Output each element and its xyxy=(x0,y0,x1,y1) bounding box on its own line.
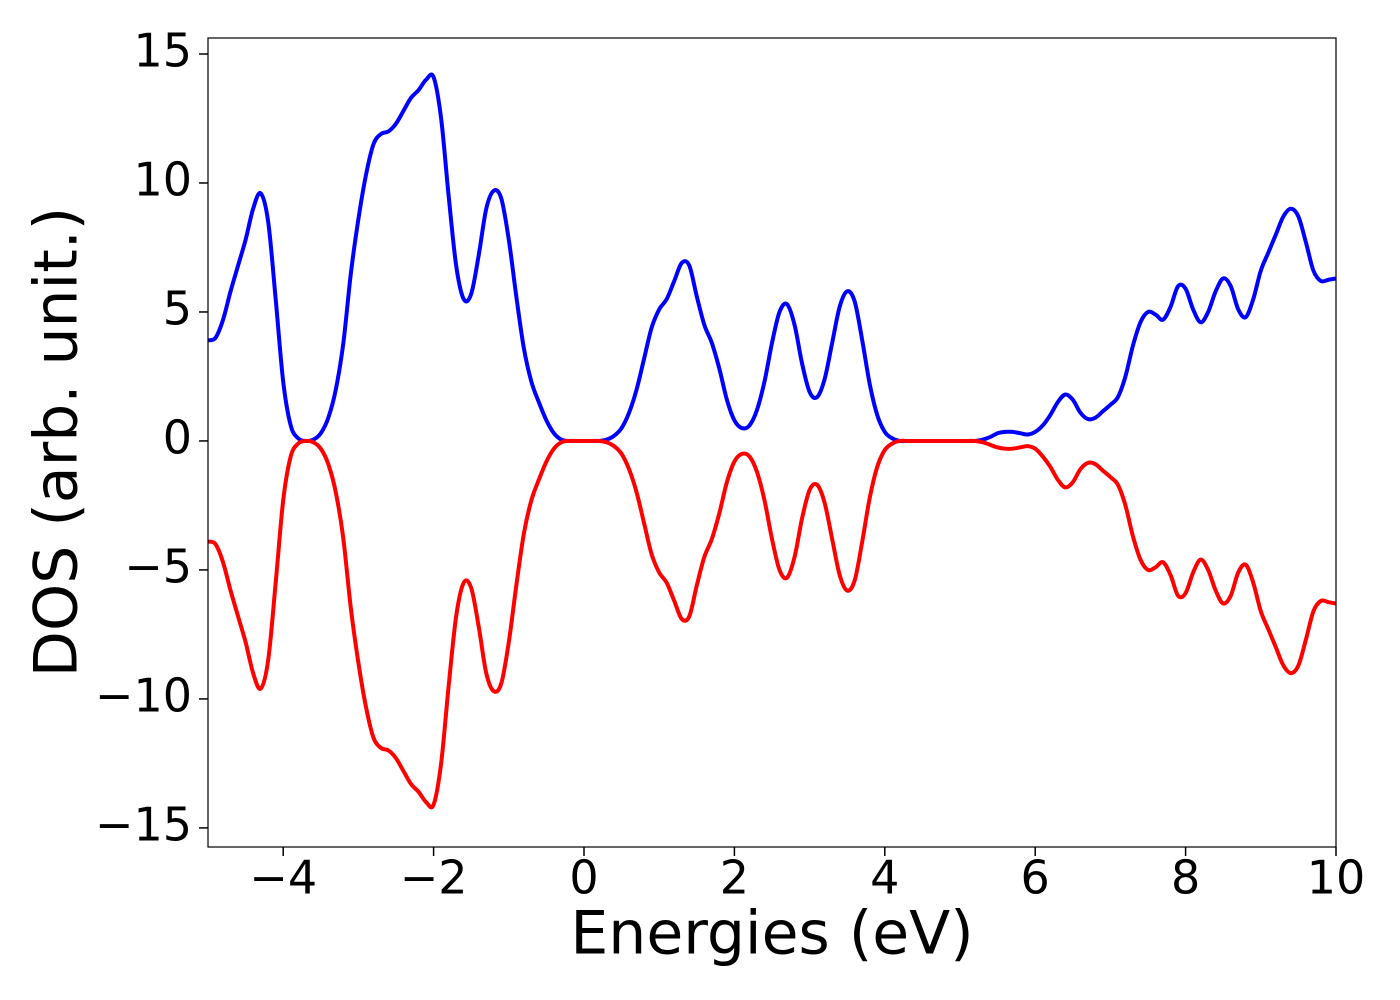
y-tick-label: 0 xyxy=(163,410,192,464)
dos-line xyxy=(208,72,1336,444)
y-tick-label: 10 xyxy=(133,152,192,206)
x-axis-label: Energies (eV) xyxy=(570,899,973,969)
y-tick-label: −5 xyxy=(124,539,192,593)
x-tick-label: 8 xyxy=(1171,851,1200,905)
y-tick-label: 15 xyxy=(133,23,192,77)
y-tick-label: −15 xyxy=(95,797,192,851)
x-tick-label: 4 xyxy=(870,851,899,905)
x-tick-label: −4 xyxy=(249,851,317,905)
x-tick-label: 2 xyxy=(720,851,749,905)
dos-line xyxy=(208,438,1336,810)
x-tick-label: 10 xyxy=(1307,851,1366,905)
y-tick-label: 5 xyxy=(163,281,192,335)
y-axis-label: DOS (arb. unit.) xyxy=(22,207,92,677)
y-tick-label: −10 xyxy=(95,668,192,722)
plot-area xyxy=(208,72,1336,810)
x-tick-label: 0 xyxy=(569,851,598,905)
x-tick-label: 6 xyxy=(1021,851,1050,905)
plot-frame xyxy=(207,37,1337,848)
x-tick-label: −2 xyxy=(400,851,468,905)
